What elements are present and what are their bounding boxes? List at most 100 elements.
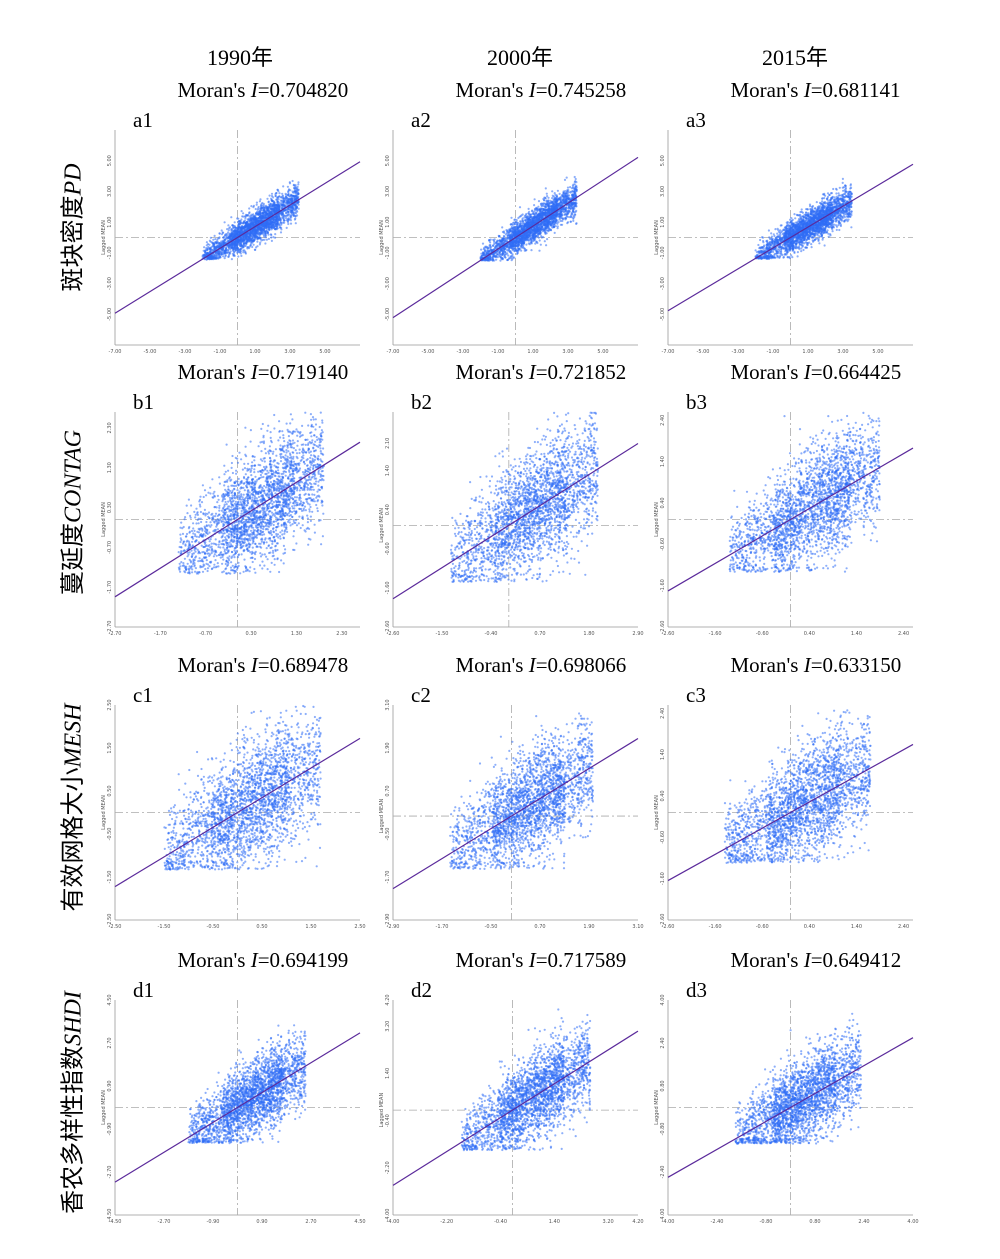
data-point (570, 216, 573, 219)
data-point (238, 230, 241, 233)
data-point (243, 227, 246, 230)
data-point (256, 208, 259, 211)
data-point (223, 241, 226, 244)
data-point (284, 205, 287, 208)
data-point (574, 177, 577, 181)
column-header-2000: 2000年 (420, 40, 620, 72)
data-point (253, 216, 256, 219)
data-point (256, 217, 259, 221)
data-point (520, 249, 523, 252)
data-point (254, 207, 257, 211)
data-point (531, 210, 534, 213)
data-point (292, 213, 295, 216)
data-point (555, 219, 558, 222)
data-point (258, 210, 262, 213)
data-point (277, 217, 280, 220)
data-point (288, 208, 291, 211)
data-point (515, 228, 518, 231)
moran-title-a2: Moran's I=0.745258 (456, 78, 627, 103)
data-point (287, 188, 291, 191)
data-point (225, 246, 228, 249)
data-point (521, 217, 524, 220)
data-point (275, 216, 279, 219)
data-point (553, 231, 556, 234)
data-point (291, 190, 294, 193)
data-point (529, 215, 532, 218)
data-point (483, 246, 486, 249)
data-point (240, 254, 243, 257)
data-point (286, 185, 289, 188)
data-point (297, 189, 300, 192)
data-point (516, 252, 519, 256)
data-point (533, 213, 536, 216)
data-point (517, 243, 520, 246)
data-point (516, 244, 519, 247)
x-tick-label: -7.00 (387, 349, 400, 355)
x-tick-label: 3.00 (284, 349, 295, 355)
data-point (559, 223, 562, 226)
data-point (566, 215, 570, 218)
data-point (237, 233, 240, 236)
moran-title-a1: Moran's I=0.704820 (178, 78, 349, 103)
data-point (543, 208, 547, 211)
data-point (232, 249, 235, 252)
data-point (258, 216, 261, 219)
data-point (297, 201, 300, 204)
data-point (532, 212, 535, 216)
data-point (551, 197, 554, 200)
data-point (232, 236, 235, 239)
data-point (251, 245, 254, 249)
data-point (527, 239, 530, 242)
data-point (234, 235, 237, 238)
data-point (205, 244, 208, 247)
row-label-contag: 蔓延度CONTAG (53, 363, 88, 663)
data-point (569, 220, 572, 223)
moran-variable: I (529, 78, 536, 102)
data-point (248, 240, 251, 243)
data-point (230, 235, 233, 238)
data-point (274, 210, 277, 213)
data-point (210, 245, 213, 248)
x-tick-label: 5.00 (319, 349, 330, 355)
data-point (546, 238, 549, 241)
data-point (220, 248, 224, 251)
data-point (257, 232, 260, 235)
data-point (275, 206, 278, 209)
data-point (522, 240, 525, 243)
x-tick-label: 3.00 (562, 349, 573, 355)
x-tick-label: -3.00 (179, 349, 192, 355)
data-point (224, 238, 227, 241)
data-point (569, 197, 572, 200)
data-point (572, 216, 575, 219)
data-point (269, 220, 273, 223)
data-point (296, 185, 299, 188)
data-point (287, 191, 290, 194)
data-point (273, 201, 276, 204)
row-label-mesh-cn: 有效网格大小 (61, 768, 87, 912)
data-point (220, 244, 223, 247)
data-point (263, 225, 266, 228)
scatter-panel-a2: Moran's I=0.745258 a2 -7.00 -5.00 -3.00 -1.00… (379, 78, 639, 355)
data-point (484, 246, 487, 249)
data-point (566, 221, 570, 224)
data-point (565, 176, 568, 179)
data-point (259, 227, 262, 230)
y-tick-label: -1.00 (107, 246, 113, 259)
data-point (280, 199, 284, 202)
data-point (270, 222, 273, 225)
data-point (264, 211, 267, 214)
data-point (569, 191, 572, 194)
data-point (223, 257, 226, 260)
y-tick-label: -1.00 (385, 246, 391, 259)
data-point (266, 205, 269, 208)
data-point (270, 197, 273, 200)
data-point (523, 216, 526, 219)
data-point (265, 221, 268, 224)
data-point (509, 255, 512, 258)
data-point (257, 236, 260, 239)
data-point (221, 231, 224, 234)
data-point (244, 217, 247, 220)
y-axis-label: Lagged MEAN (379, 220, 385, 255)
data-point (208, 258, 211, 261)
data-point (575, 188, 578, 191)
